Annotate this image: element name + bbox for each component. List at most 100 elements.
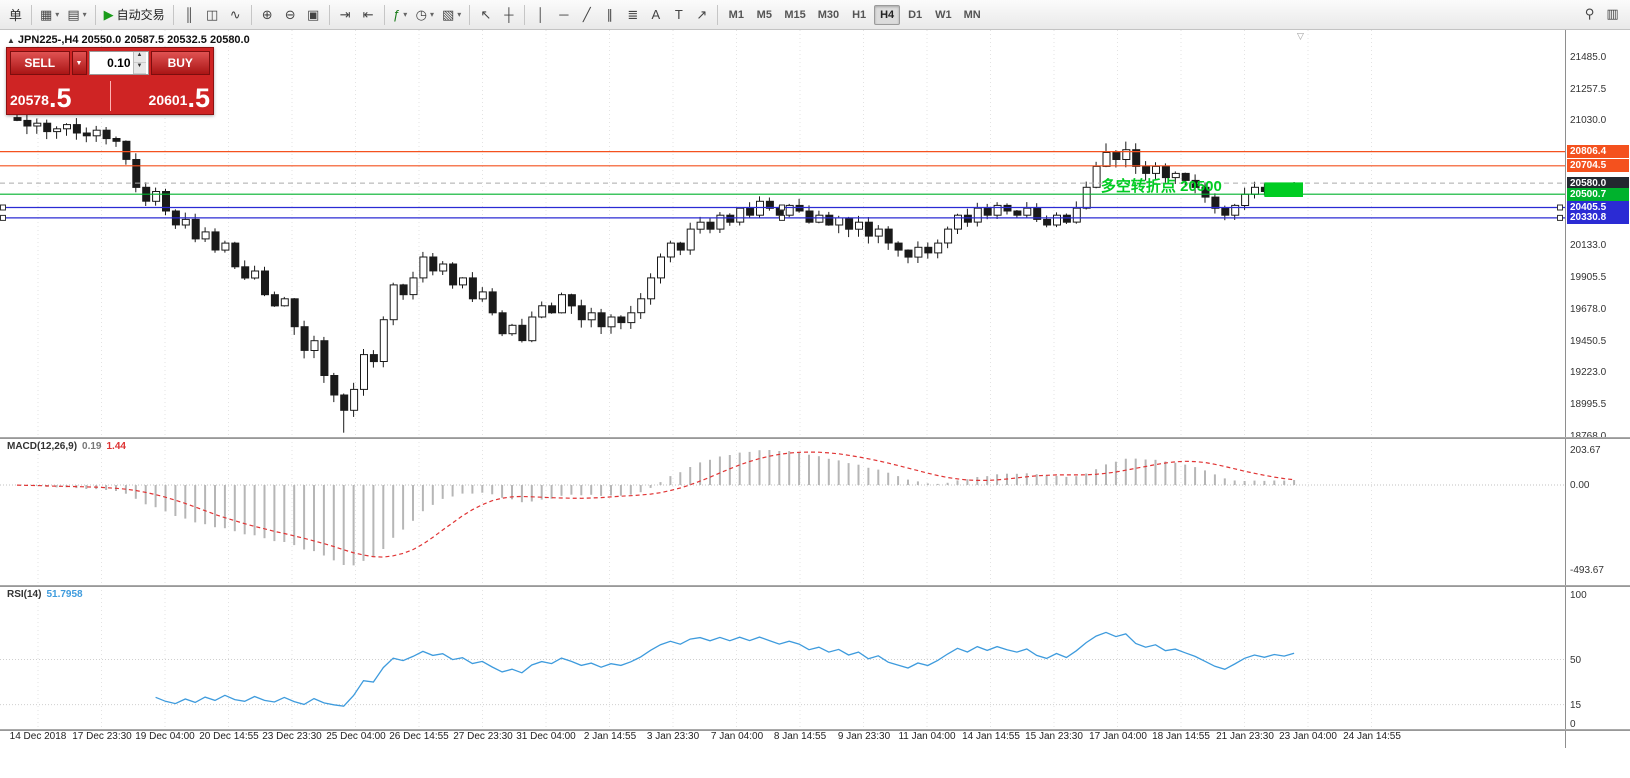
rsi-tick: 0 xyxy=(1570,719,1576,730)
time-label: 14 Jan 14:55 xyxy=(962,731,1020,742)
cursor-button[interactable]: ↖ xyxy=(474,4,497,26)
time-label: 3 Jan 23:30 xyxy=(646,731,700,742)
chart-list-button[interactable]: ▥ xyxy=(1606,6,1619,21)
horizontal-line-button[interactable]: ─ xyxy=(552,4,575,26)
timeframe-mn-button[interactable]: MN xyxy=(963,8,981,21)
ask-price[interactable]: 20601.5 xyxy=(114,83,210,113)
timeframe-h1-button[interactable]: H1 xyxy=(852,8,867,21)
sell-options-dropdown[interactable]: ▼ xyxy=(71,51,87,75)
trendline-icon: ╱ xyxy=(582,6,591,22)
time-label: 23 Dec 23:30 xyxy=(262,731,322,742)
price-axis: 21485.0 21257.5 21030.0 20133.0 19905.5 19678… xyxy=(1565,30,1630,748)
price-tick: 19678.0 xyxy=(1570,304,1607,315)
auto-scroll-button[interactable]: ⇥ xyxy=(334,4,357,26)
time-label: 24 Jan 14:55 xyxy=(1343,731,1401,742)
rsi-name: RSI(14) xyxy=(7,589,42,600)
time-label: 2 Jan 14:55 xyxy=(583,731,637,742)
templates-button[interactable]: ▧ ▾ xyxy=(438,4,465,26)
autotrading-button[interactable]: ▶ 自动交易 xyxy=(100,4,169,26)
macd-main-value: 0.19 xyxy=(82,441,102,452)
zoom-out-button[interactable]: ⊖ xyxy=(279,4,302,26)
search-button[interactable]: ⚲ xyxy=(1584,6,1595,21)
periods-icon: ◷ xyxy=(415,6,427,22)
timeframe-m15-button[interactable]: M15 xyxy=(784,8,806,21)
templates-icon: ▧ xyxy=(442,6,455,22)
new-order-button[interactable]: 单 xyxy=(4,4,27,26)
price-tick: 21485.0 xyxy=(1570,52,1607,63)
price-tick: 19223.0 xyxy=(1570,367,1607,378)
text-button[interactable]: A xyxy=(644,4,667,26)
candlestick-chart-icon: ◫ xyxy=(205,6,219,22)
volume-input[interactable] xyxy=(89,52,133,74)
new-chart-icon: ▦ xyxy=(40,6,53,22)
one-click-trading-panel: SELL ▼ ▲ ▼ BUY 20578.5 20601.5 xyxy=(6,47,214,115)
chart-profiles-button[interactable]: ▤ ▾ xyxy=(63,4,90,26)
time-label: 25 Dec 04:00 xyxy=(326,731,386,742)
pane-separator[interactable] xyxy=(0,437,1630,439)
dropdown-arrow-icon: ▾ xyxy=(82,10,87,19)
price-tick: 19905.5 xyxy=(1570,272,1607,283)
price-tick: 19450.5 xyxy=(1570,336,1607,347)
trendline-button[interactable]: ╱ xyxy=(575,4,598,26)
auto-scroll-icon: ⇥ xyxy=(339,6,351,22)
pane-separator[interactable] xyxy=(0,585,1630,587)
line-chart-button[interactable]: ∿ xyxy=(224,4,247,26)
pane-separator[interactable] xyxy=(0,729,1630,731)
dropdown-arrow-icon: ▾ xyxy=(55,10,60,19)
arrows-button[interactable]: ↗ xyxy=(690,4,713,26)
timeframe-m1-button[interactable]: M1 xyxy=(728,8,744,21)
sell-button[interactable]: SELL xyxy=(10,51,70,75)
price-line-tag: 20704.5 xyxy=(1567,159,1629,172)
pivot-annotation: 多空转折点 20500 xyxy=(1101,177,1222,195)
dropdown-arrow-icon: ▾ xyxy=(457,10,462,19)
rsi-tick: 15 xyxy=(1570,700,1582,711)
toolbar-separator xyxy=(172,4,174,25)
bid-price-main: 20578 xyxy=(10,92,49,108)
timeframe-d1-button[interactable]: D1 xyxy=(908,8,923,21)
collapse-panel-arrow[interactable]: ▲ xyxy=(7,36,15,45)
vertical-line-button[interactable]: │ xyxy=(529,4,552,26)
chart-shift-button[interactable]: ⇤ xyxy=(357,4,380,26)
fibonacci-button[interactable]: ≣ xyxy=(621,4,644,26)
dropdown-arrow-icon: ▾ xyxy=(403,10,408,19)
chart-canvas[interactable]: 多空转折点 20500 xyxy=(0,30,1565,748)
time-label: 9 Jan 23:30 xyxy=(837,731,891,742)
toolbar-separator xyxy=(31,4,32,25)
time-label: 17 Jan 04:00 xyxy=(1089,731,1147,742)
crosshair-button[interactable]: ┼ xyxy=(497,4,520,26)
dropdown-arrow-icon: ▾ xyxy=(429,10,434,19)
rsi-label: RSI(14) 51.7958 xyxy=(7,589,83,600)
fibonacci-icon: ≣ xyxy=(627,6,639,22)
candlestick-chart-button[interactable]: ◫ xyxy=(201,4,224,26)
volume-down-button[interactable]: ▼ xyxy=(133,63,146,74)
volume-up-button[interactable]: ▲ xyxy=(133,52,146,63)
chart-shift-marker: ▽ xyxy=(1297,31,1304,41)
new-chart-button[interactable]: ▦ ▾ xyxy=(36,4,63,26)
ask-price-pip: .5 xyxy=(187,83,210,113)
bar-chart-button[interactable]: ║ xyxy=(178,4,201,26)
timeframe-m5-button[interactable]: M5 xyxy=(756,8,772,21)
time-label: 17 Dec 23:30 xyxy=(72,731,132,742)
toolbar-separator xyxy=(328,4,330,25)
line-chart-icon: ∿ xyxy=(229,6,241,22)
timeframe-m30-button[interactable]: M30 xyxy=(817,8,840,21)
buy-button[interactable]: BUY xyxy=(150,51,210,75)
time-label: 19 Dec 04:00 xyxy=(135,731,195,742)
bid-price[interactable]: 20578.5 xyxy=(10,85,107,112)
tile-windows-button[interactable]: ▣ xyxy=(302,4,325,26)
zoom-in-button[interactable]: ⊕ xyxy=(256,4,279,26)
rsi-tick: 50 xyxy=(1570,655,1582,666)
chart-shift-icon: ⇤ xyxy=(362,6,374,22)
timeframe-w1-button[interactable]: W1 xyxy=(935,8,952,21)
periods-button[interactable]: ◷ ▾ xyxy=(412,4,438,26)
autotrading-icon: ▶ xyxy=(103,6,114,22)
channel-button[interactable]: ∥ xyxy=(598,4,621,26)
volume-box: ▲ ▼ xyxy=(88,51,149,75)
text-label-button[interactable]: T xyxy=(667,4,690,26)
volume-stepper: ▲ ▼ xyxy=(132,52,146,74)
time-label: 18 Jan 14:55 xyxy=(1152,731,1210,742)
text-label-icon: T xyxy=(674,7,683,22)
time-label: 23 Jan 04:00 xyxy=(1279,731,1337,742)
timeframe-h4-button[interactable]: H4 xyxy=(874,4,901,25)
indicators-button[interactable]: ƒ ▾ xyxy=(389,4,412,26)
